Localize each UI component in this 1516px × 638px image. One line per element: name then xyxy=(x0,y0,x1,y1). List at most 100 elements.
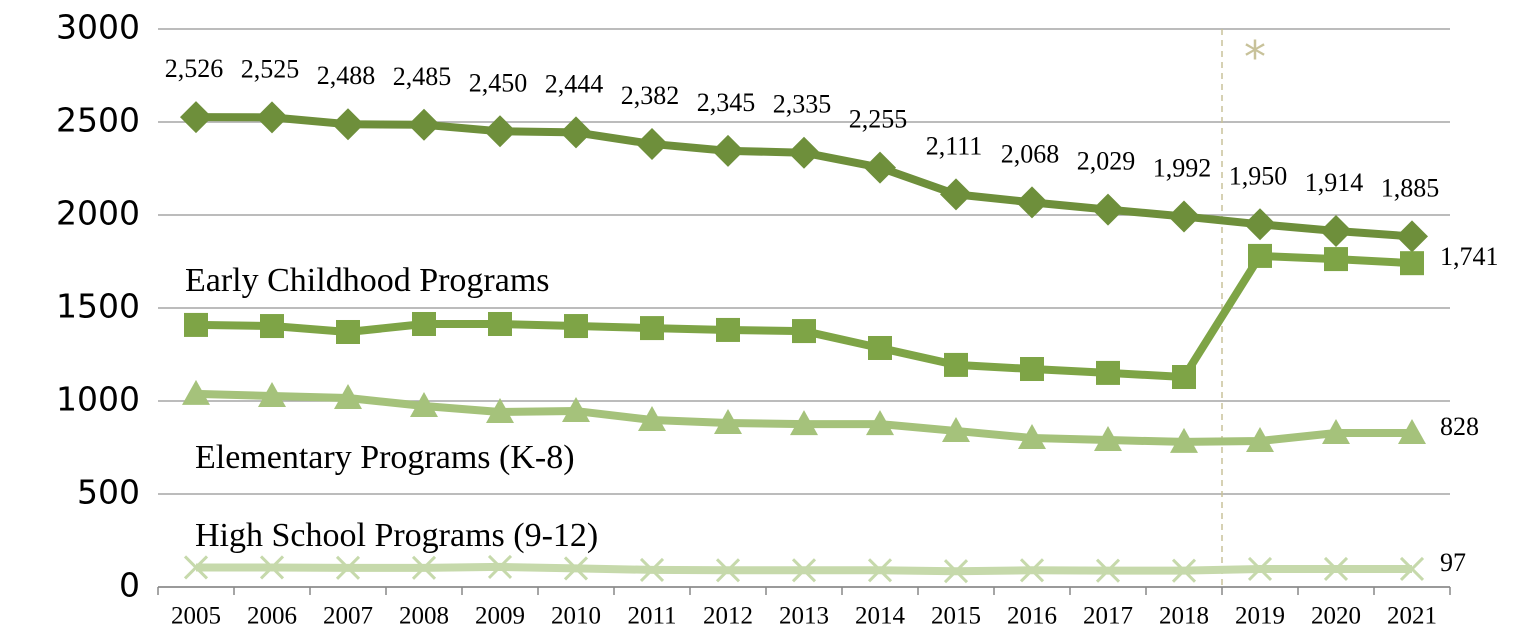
x-tick-label: 2017 xyxy=(1083,603,1133,630)
x-tick-label: 2010 xyxy=(551,603,601,630)
x-tick-label: 2012 xyxy=(703,603,753,630)
data-label: 2,525 xyxy=(241,54,300,83)
marker xyxy=(716,317,740,342)
marker-stroke xyxy=(183,555,209,580)
marker-stroke xyxy=(411,555,437,580)
marker-stroke xyxy=(715,558,741,583)
marker xyxy=(258,381,286,407)
marker xyxy=(334,384,362,410)
data-label: 97 xyxy=(1440,548,1466,577)
marker xyxy=(1323,556,1349,582)
annotation: * xyxy=(1244,32,1266,83)
x-tick-label: 2005 xyxy=(171,603,221,630)
marker xyxy=(1320,214,1352,247)
marker xyxy=(259,555,285,580)
marker xyxy=(1248,243,1272,268)
marker xyxy=(940,178,972,211)
marker-stroke xyxy=(639,557,665,582)
y-tick-label: 2000 xyxy=(56,194,140,233)
marker xyxy=(410,392,438,418)
y-tick-label: 1000 xyxy=(56,380,140,419)
data-label: 2,111 xyxy=(926,131,983,160)
data-label: 1,741 xyxy=(1440,242,1499,271)
marker-stroke xyxy=(867,558,893,583)
marker xyxy=(563,556,589,581)
marker xyxy=(412,311,436,336)
marker xyxy=(1094,426,1122,452)
x-tick-label: 2009 xyxy=(475,603,525,630)
marker xyxy=(712,134,744,167)
marker xyxy=(944,352,968,377)
y-tick-label: 1500 xyxy=(56,287,140,326)
marker xyxy=(180,101,212,134)
marker xyxy=(408,108,440,141)
marker xyxy=(1092,193,1124,226)
x-tick-label: 2016 xyxy=(1007,603,1057,630)
data-label: 2,255 xyxy=(849,105,908,134)
marker-stroke xyxy=(259,555,285,580)
marker-stroke xyxy=(1095,558,1121,583)
marker xyxy=(488,311,512,336)
marker xyxy=(943,559,969,584)
marker xyxy=(484,115,516,148)
series-name: High School Programs (9-12) xyxy=(195,517,598,554)
marker-stroke xyxy=(1019,558,1045,583)
data-label: 2,488 xyxy=(317,61,376,90)
marker xyxy=(411,555,437,580)
marker xyxy=(867,558,893,583)
marker xyxy=(638,405,666,431)
marker xyxy=(1322,418,1350,444)
marker xyxy=(336,319,360,344)
x-tick-label: 2007 xyxy=(323,603,373,630)
marker xyxy=(1170,427,1198,453)
data-label: 828 xyxy=(1440,412,1479,441)
marker-stroke xyxy=(791,558,817,583)
series-name: Early Childhood Programs xyxy=(185,262,550,299)
x-tick-label: 2019 xyxy=(1235,603,1285,630)
data-label: 2,345 xyxy=(697,88,756,117)
marker xyxy=(791,558,817,583)
marker xyxy=(868,335,892,360)
marker xyxy=(1399,556,1425,582)
marker xyxy=(486,397,514,423)
data-label: 2,526 xyxy=(165,54,224,83)
y-tick-label: 2500 xyxy=(56,101,140,140)
marker xyxy=(1168,200,1200,233)
marker-stroke xyxy=(1171,558,1197,583)
marker xyxy=(1096,360,1120,385)
data-label: 2,382 xyxy=(621,81,680,110)
marker xyxy=(260,314,284,339)
marker xyxy=(1016,186,1048,219)
marker xyxy=(332,108,364,141)
marker-stroke xyxy=(943,559,969,584)
marker xyxy=(256,101,288,134)
data-label: 2,485 xyxy=(393,62,452,91)
marker xyxy=(560,116,592,149)
marker xyxy=(1324,247,1348,272)
marker xyxy=(487,554,513,579)
marker xyxy=(184,312,208,337)
y-tick-label: 500 xyxy=(77,473,140,512)
marker xyxy=(183,555,209,580)
x-tick-label: 2013 xyxy=(779,603,829,630)
x-tick-label: 2008 xyxy=(399,603,449,630)
marker xyxy=(640,316,664,341)
marker xyxy=(564,314,588,339)
marker xyxy=(715,558,741,583)
marker xyxy=(864,151,896,184)
marker xyxy=(182,379,210,405)
x-tick-label: 2011 xyxy=(627,603,676,630)
marker xyxy=(1246,426,1274,452)
data-label: 1,992 xyxy=(1153,153,1212,182)
x-tick-label: 2021 xyxy=(1387,603,1437,630)
x-tick-label: 2015 xyxy=(931,603,981,630)
marker xyxy=(562,397,590,423)
data-label: 2,444 xyxy=(545,69,604,98)
marker xyxy=(1398,418,1426,444)
marker xyxy=(1400,251,1424,276)
x-tick-label: 2020 xyxy=(1311,603,1361,630)
marker xyxy=(1018,424,1046,450)
marker xyxy=(1247,556,1273,582)
marker-stroke xyxy=(487,554,513,579)
marker xyxy=(714,408,742,434)
